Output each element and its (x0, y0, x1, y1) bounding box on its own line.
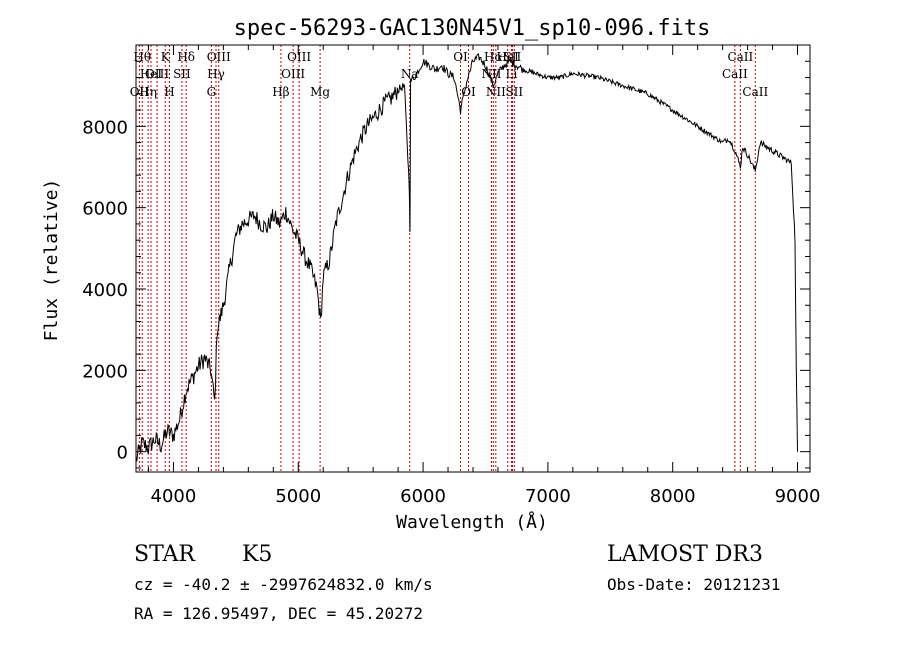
y-tick-label: 4000 (82, 280, 128, 301)
line-marker-label: OIII (281, 67, 305, 81)
x-tick-label: 7000 (525, 486, 571, 507)
x-tick-label: 9000 (775, 486, 821, 507)
line-marker-label: H (164, 85, 174, 99)
chart-title: spec-56293-GAC130N45V1_sp10-096.fits (234, 16, 711, 41)
line-marker-label: G (207, 85, 217, 99)
x-tick-label: 6000 (400, 486, 446, 507)
line-marker-label: CaII (727, 50, 753, 64)
line-marker-label: Hθ (133, 50, 151, 64)
line-marker-label: OI (453, 50, 468, 64)
line-marker-label: Li (506, 67, 518, 81)
x-tick-label: 8000 (650, 486, 696, 507)
line-marker-label: Mg (310, 85, 330, 99)
line-marker-label: CaII (722, 67, 748, 81)
line-marker-label: NII (486, 85, 506, 99)
y-tick-label: 6000 (82, 199, 128, 220)
y-axis-ticks: 0 2000 4000 6000 8000 (82, 60, 810, 469)
y-tick-label: 8000 (82, 117, 128, 138)
line-marker-label: SII (505, 85, 523, 99)
line-marker-label: Hη (139, 85, 157, 99)
y-axis-label: Flux (relative) (41, 179, 62, 342)
object-subclass: K5 (242, 542, 272, 567)
line-marker-label: OIII (287, 50, 311, 64)
line-marker-label: Hα (484, 50, 503, 64)
spectrum-line (135, 53, 798, 462)
line-marker-label: K (161, 50, 171, 64)
line-marker-label: OIII (145, 67, 169, 81)
x-tick-label: 5000 (275, 486, 321, 507)
y-tick-label: 2000 (82, 361, 128, 382)
x-axis-ticks: 4000 5000 6000 7000 8000 9000 (147, 45, 821, 507)
redshift-line: cz = -40.2 ± -2997624832.0 km/s (134, 575, 433, 594)
plot-frame (135, 44, 811, 473)
survey-label: LAMOST DR3 (607, 542, 763, 567)
line-markers (138, 45, 756, 472)
line-marker-label: Hβ (272, 85, 289, 99)
ra-dec-line: RA = 126.95497, DEC = 45.20272 (134, 604, 423, 623)
line-marker-label: Na (401, 67, 419, 81)
x-axis-label: Wavelength (Å) (396, 511, 548, 533)
x-tick-label: 4000 (151, 486, 197, 507)
line-marker-labels: OIIHθHηHeIOIIIKHSIIHδGHγOIIIHβOIIIOIIIMg… (130, 50, 769, 99)
line-marker-label: SII (173, 67, 191, 81)
line-marker-label: HeI (140, 67, 163, 81)
y-tick-label: 0 (117, 443, 128, 464)
line-marker-label: OII (130, 85, 150, 99)
obs-date: Obs-Date: 20121231 (607, 575, 780, 594)
line-marker-label: SII (504, 50, 522, 64)
line-marker-label: OIII (207, 50, 231, 64)
object-class: STAR (134, 542, 196, 567)
line-marker-label: Hγ (207, 67, 225, 81)
line-marker-label: Hδ (177, 50, 195, 64)
line-marker-label: CaII (742, 85, 768, 99)
